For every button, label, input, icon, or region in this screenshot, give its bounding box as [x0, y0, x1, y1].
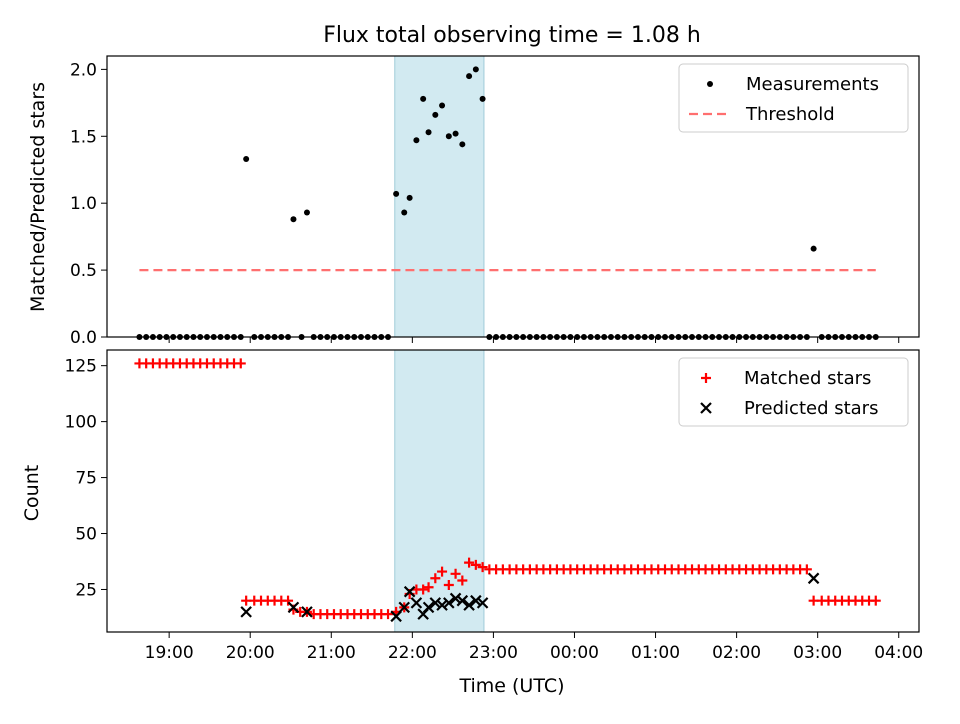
- matched-star-point: [418, 584, 429, 595]
- legend-matched-marker: [701, 373, 711, 383]
- legend-measurement-marker: [707, 81, 713, 87]
- measurement-point: [452, 130, 459, 137]
- bottom-y-tick-label: 25: [75, 580, 97, 600]
- bottom-y-tick-label: 125: [65, 357, 97, 377]
- top-legend-label: Threshold: [745, 104, 835, 125]
- top-y-tick-label: 0.0: [70, 328, 97, 348]
- measurement-point: [413, 137, 420, 144]
- matched-star-point: [235, 358, 246, 369]
- predicted-star-point: [470, 594, 482, 607]
- bottom-legend-label: Matched stars: [744, 368, 871, 389]
- matched-star-point: [437, 566, 448, 577]
- predicted-star-point: [449, 592, 462, 605]
- matched-star-point: [470, 559, 481, 570]
- predicted-star-point: [410, 597, 423, 609]
- measurement-point: [393, 190, 400, 197]
- measurement-point: [432, 111, 439, 118]
- predicted-star-point: [807, 572, 820, 585]
- x-tick-label: 01:00: [631, 643, 680, 663]
- matched-star-point: [457, 575, 468, 586]
- top-axes-frame: [106, 55, 920, 338]
- predicted-star-point: [287, 601, 300, 614]
- top-y-tick-label: 2.0: [70, 60, 97, 80]
- matched-star-point: [423, 582, 434, 593]
- bottom-legend-box: [678, 357, 909, 427]
- predicted-star-point: [476, 597, 489, 609]
- chart-title: Flux total observing time = 1.08 h: [323, 23, 701, 48]
- top-y-axis-label: Matched/Predicted stars: [27, 82, 49, 312]
- top-y-tick-label: 0.5: [70, 261, 97, 281]
- measurement-point: [466, 73, 473, 80]
- x-tick-label: 20:00: [226, 643, 275, 663]
- measurement-point: [459, 141, 466, 148]
- matched-star-point: [801, 564, 812, 575]
- matched-star-point: [443, 580, 454, 590]
- measurement-point: [425, 129, 432, 136]
- measurement-point: [401, 209, 408, 216]
- matched-star-point: [870, 595, 881, 606]
- predicted-star-point: [436, 599, 448, 611]
- measurement-point: [445, 133, 452, 140]
- measurement-point: [290, 216, 297, 223]
- x-tick-label: 23:00: [469, 643, 518, 663]
- bottom-legend-label: Predicted stars: [744, 398, 878, 419]
- predicted-star-point: [429, 597, 442, 609]
- predicted-star-point: [301, 606, 313, 618]
- measurement-point: [243, 156, 250, 163]
- bottom-axes-frame: [106, 349, 920, 633]
- top-legend-box: [678, 63, 909, 133]
- x-tick-label: 21:00: [307, 643, 356, 663]
- top-y-tick-label: 1.0: [70, 194, 97, 214]
- x-axis-label: Time (UTC): [458, 675, 564, 697]
- measurement-point: [439, 102, 446, 109]
- predicted-star-point: [456, 594, 469, 607]
- matched-star-point: [383, 609, 394, 620]
- x-tick-label: 03:00: [793, 643, 842, 663]
- x-tick-label: 22:00: [388, 643, 437, 663]
- matched-star-point: [283, 595, 294, 606]
- bottom-y-tick-label: 100: [65, 413, 97, 433]
- measurement-point: [303, 209, 310, 216]
- top-legend-label: Measurements: [746, 74, 879, 95]
- x-tick-label: 02:00: [712, 643, 761, 663]
- predicted-star-point: [398, 601, 411, 614]
- bottom-y-axis-label: Count: [21, 465, 43, 521]
- predicted-star-point: [422, 601, 435, 614]
- predicted-star-point: [390, 610, 402, 623]
- measurement-point: [406, 194, 413, 201]
- matched-star-point: [430, 573, 441, 584]
- bottom-y-tick-label: 50: [75, 525, 97, 545]
- predicted-star-point: [443, 597, 455, 609]
- x-tick-label: 19:00: [145, 643, 194, 663]
- predicted-star-point: [240, 606, 252, 618]
- x-tick-label: 04:00: [874, 643, 923, 663]
- predicted-star-point: [463, 599, 475, 611]
- measurement-point: [479, 95, 486, 102]
- matched-star-point: [450, 568, 461, 579]
- measurement-point: [420, 95, 427, 102]
- matched-star-point: [477, 562, 488, 573]
- bottom-y-tick-label: 75: [75, 469, 97, 489]
- measurement-point: [810, 245, 817, 252]
- predicted-star-point: [403, 585, 416, 598]
- top-y-tick-label: 1.5: [70, 127, 97, 147]
- x-tick-label: 00:00: [550, 643, 599, 663]
- measurement-point: [472, 66, 479, 73]
- legend-predicted-marker: [700, 402, 712, 414]
- matched-star-point: [464, 557, 475, 568]
